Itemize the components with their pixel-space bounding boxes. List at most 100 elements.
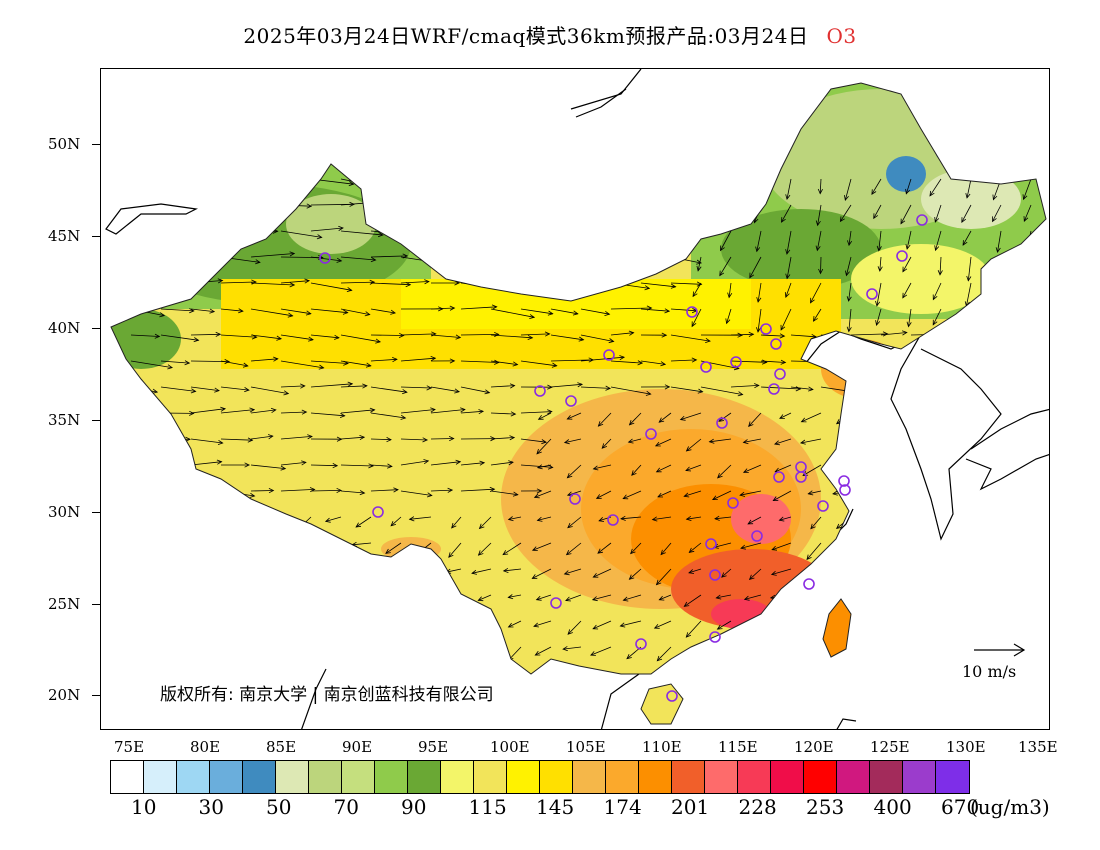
wind-arrow-head bbox=[417, 548, 424, 554]
wind-arrow bbox=[1029, 282, 1032, 306]
wind-arrow-head bbox=[426, 385, 433, 391]
wind-arrow-head bbox=[422, 437, 429, 443]
wind-arrow bbox=[610, 307, 652, 310]
wind-arrow-head bbox=[209, 308, 216, 314]
wind-arrow-head bbox=[307, 434, 313, 440]
wind-arrow bbox=[670, 201, 712, 206]
wind-arrow-head bbox=[727, 292, 733, 299]
wind-arrow bbox=[508, 620, 522, 628]
colorbar-swatch bbox=[309, 761, 342, 793]
wind-arrow bbox=[1016, 490, 1032, 497]
station-marker bbox=[817, 500, 829, 512]
wind-arrow-head bbox=[151, 256, 158, 262]
wind-arrow-head bbox=[720, 245, 725, 252]
wind-arrow-head bbox=[1016, 630, 1023, 636]
wind-arrow bbox=[340, 360, 371, 367]
wind-arrow-head bbox=[929, 576, 935, 583]
wind-arrow-head bbox=[992, 297, 997, 304]
colorbar-swatch bbox=[276, 761, 309, 793]
wind-arrow bbox=[929, 178, 942, 197]
wind-arrow-head bbox=[491, 304, 498, 310]
wind-arrow-head bbox=[203, 601, 210, 607]
wind-arrow-head bbox=[214, 387, 220, 393]
wind-arrow-head bbox=[479, 460, 486, 466]
wind-arrow-head bbox=[742, 468, 749, 473]
colorbar-swatch bbox=[606, 761, 639, 793]
wind-arrow bbox=[786, 256, 792, 279]
wind-arrow bbox=[950, 568, 972, 575]
colorbar-swatch bbox=[573, 761, 606, 793]
lat-tick bbox=[92, 328, 100, 329]
wind-arrow bbox=[781, 204, 792, 223]
wind-arrow bbox=[601, 438, 612, 449]
wind-arrow-head bbox=[860, 439, 866, 445]
wind-arrow bbox=[689, 542, 702, 553]
wind-arrow bbox=[686, 620, 702, 638]
wind-arrow bbox=[806, 620, 822, 624]
wind-arrow-head bbox=[754, 383, 760, 389]
wind-arrow-head bbox=[509, 383, 516, 389]
wind-arrow bbox=[220, 203, 254, 206]
wind-arrow bbox=[370, 489, 399, 492]
wind-arrow bbox=[392, 594, 402, 605]
colorbar-swatch bbox=[738, 761, 771, 793]
wind-arrow-head bbox=[832, 490, 838, 496]
wind-arrow-head bbox=[737, 391, 744, 397]
wind-arrow bbox=[775, 464, 792, 473]
wind-arrow bbox=[590, 646, 612, 656]
wind-arrow bbox=[310, 334, 339, 339]
wind-arrow-head bbox=[685, 632, 692, 638]
wind-arrow-head bbox=[957, 645, 964, 651]
wind-arrow-head bbox=[385, 548, 391, 554]
wind-arrow-head bbox=[901, 330, 908, 336]
wind-arrow-head bbox=[772, 496, 779, 502]
colorbar-swatch bbox=[408, 761, 441, 793]
wind-arrow bbox=[869, 646, 882, 650]
wind-arrow bbox=[597, 542, 612, 554]
wind-arrow-head bbox=[446, 655, 453, 662]
wind-arrow-head bbox=[1026, 275, 1032, 281]
wind-arrow bbox=[896, 542, 912, 558]
wind-arrow bbox=[684, 490, 702, 497]
wind-arrow bbox=[190, 204, 226, 209]
wind-arrow bbox=[290, 568, 312, 572]
wind-arrow-head bbox=[653, 624, 660, 629]
wind-arrow bbox=[846, 256, 852, 276]
wind-arrow bbox=[966, 178, 972, 198]
wind-arrow bbox=[430, 386, 460, 393]
wind-arrow-head bbox=[220, 205, 227, 211]
wind-arrow-head bbox=[148, 602, 154, 608]
wind-arrow-head bbox=[748, 421, 754, 427]
wind-arrow-head bbox=[706, 199, 713, 205]
wind-arrow bbox=[229, 542, 252, 546]
wind-arrow-head bbox=[761, 359, 768, 365]
wind-arrow-head bbox=[113, 620, 120, 626]
wind-arrow-head bbox=[578, 336, 585, 342]
wind-arrow-head bbox=[871, 359, 878, 365]
wind-arrow-head bbox=[336, 487, 343, 494]
wind-arrow-head bbox=[185, 436, 191, 442]
wind-arrow bbox=[490, 334, 533, 339]
wind-arrow bbox=[490, 204, 525, 207]
wind-arrow-head bbox=[527, 334, 534, 340]
wind-arrow bbox=[925, 594, 942, 612]
wind-arrow-head bbox=[194, 182, 201, 188]
wind-arrow bbox=[550, 359, 594, 362]
wind-arrow bbox=[713, 542, 732, 548]
wind-arrow-head bbox=[696, 281, 703, 287]
wind-arrow-head bbox=[620, 515, 626, 521]
lat-tick bbox=[92, 236, 100, 237]
wind-arrow bbox=[220, 178, 245, 182]
wind-arrow bbox=[580, 175, 623, 180]
wind-arrow bbox=[190, 438, 223, 444]
wind-arrow bbox=[717, 646, 732, 653]
wind-arrow bbox=[490, 229, 526, 232]
wind-arrow-head bbox=[962, 240, 968, 246]
wind-arrow bbox=[250, 435, 273, 440]
wind-arrow bbox=[324, 620, 342, 632]
wind-arrow-head bbox=[691, 357, 698, 363]
wind-arrow bbox=[263, 620, 282, 632]
wind-arrow bbox=[130, 178, 171, 186]
wind-arrow-head bbox=[951, 627, 958, 633]
wind-arrow-head bbox=[291, 596, 298, 602]
